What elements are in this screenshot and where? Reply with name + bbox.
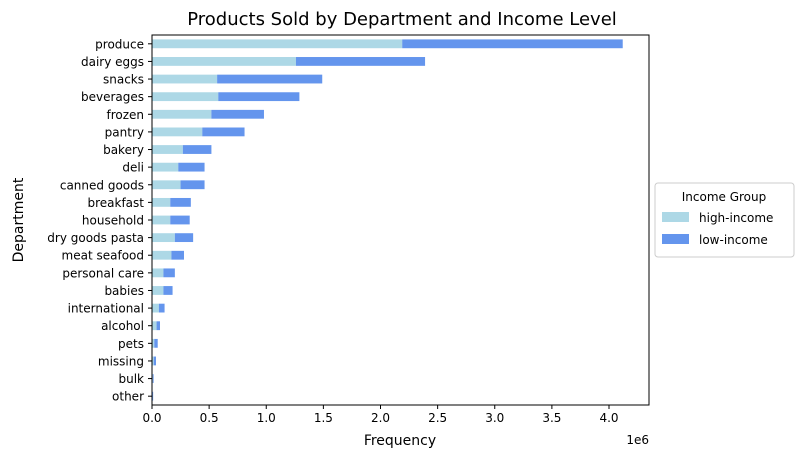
y-tick-label: alcohol [101,319,144,333]
y-tick-label: international [68,302,144,316]
legend-label-high-income: high-income [699,211,773,225]
x-multiplier-label: 1e6 [626,433,649,447]
bar-low-income-other [152,391,154,401]
y-tick-label: canned goods [60,178,144,192]
bar-high-income-alcohol [152,321,157,331]
y-tick-label: pantry [105,125,144,139]
chart-title: Products Sold by Department and Income L… [187,9,617,30]
y-tick-label: personal care [62,266,144,280]
y-tick-label: bulk [118,372,144,386]
x-tick-label: 4.0 [599,411,618,425]
x-tick-label: 1.5 [314,411,333,425]
legend-frame [654,182,795,258]
x-tick-label: 2.5 [428,411,447,425]
bar-high-income-household [152,215,171,225]
legend-label-low-income: low-income [699,233,768,247]
bar-low-income-bulk [152,374,154,383]
bar-low-income-bakery [182,145,212,154]
bar-high-income-deli [152,162,179,172]
legend-title: Income Group [682,190,767,204]
bar-high-income-breakfast [152,197,171,207]
x-tick-label: 0.5 [200,411,219,425]
y-tick-label: deli [122,161,144,175]
x-tick-label: 3.5 [542,411,561,425]
bar-low-income-breakfast [170,197,191,207]
bar-high-income-missing [152,356,154,366]
bar-low-income-personal-care [163,268,175,278]
bar-high-income-produce [152,39,403,49]
bar-high-income-dairy-eggs [152,57,296,66]
bar-high-income-meat-seafood [152,250,172,260]
bar-high-income-dry-goods-pasta [152,233,175,243]
bar-high-income-international [152,303,159,313]
bar-high-income-bakery [152,145,183,154]
bar-high-income-beverages [152,92,219,102]
bar-high-income-canned-goods [152,180,181,190]
y-tick-label: missing [98,354,144,368]
bar-low-income-international [158,303,165,313]
bar-low-income-household [170,215,190,225]
bar-high-income-pantry [152,127,203,137]
bar-high-income-snacks [152,74,218,84]
x-tick-label: 2.0 [371,411,390,425]
y-axis-ticks: produce dairy eggs snacks beverages frozen pa… [47,37,152,404]
bar-high-income-babies [152,286,164,295]
y-tick-label: breakfast [87,196,144,210]
bar-low-income-canned-goods [180,180,205,190]
y-axis-label: Department [11,177,27,262]
y-tick-label: other [112,390,144,404]
bar-high-income-frozen [152,109,212,119]
bar-low-income-beverages [218,92,300,102]
bar-low-income-dairy-eggs [295,57,426,66]
bar-low-income-deli [178,162,205,172]
y-tick-label: dairy eggs [81,55,144,69]
x-axis-ticks: 0.0 0.5 1.0 1.5 2.0 2.5 3.0 3.5 4.0 [142,405,619,425]
bar-low-income-dry-goods-pasta [174,233,194,243]
bars-layer [152,39,623,401]
y-tick-label: babies [104,284,144,298]
legend-swatch-high-income [662,212,689,222]
bar-low-income-snacks [217,74,323,84]
legend: Income Group high-income low-income [654,182,795,258]
bar-low-income-frozen [211,109,264,119]
bar-low-income-babies [163,286,173,295]
y-tick-label: bakery [103,143,144,157]
bar-high-income-pets [152,338,155,348]
x-tick-label: 0.0 [142,411,161,425]
y-tick-label: snacks [103,73,144,87]
y-tick-label: frozen [106,108,144,122]
x-tick-label: 1.0 [257,411,276,425]
bar-low-income-pets [154,338,158,348]
bar-low-income-pantry [202,127,245,137]
bar-low-income-alcohol [156,321,160,331]
y-tick-label: pets [118,337,144,351]
bar-low-income-produce [402,39,623,49]
bar-high-income-personal-care [152,268,164,278]
y-tick-label: dry goods pasta [47,231,144,245]
x-tick-label: 3.0 [485,411,504,425]
y-tick-label: produce [95,37,144,51]
bar-low-income-missing [153,356,156,366]
plot-frame [151,34,650,406]
y-tick-label: household [82,214,144,228]
y-tick-label: beverages [81,90,144,104]
legend-swatch-low-income [662,234,689,244]
y-tick-label: meat seafood [62,249,144,263]
bar-low-income-meat-seafood [171,250,184,260]
x-axis-label: Frequency [364,433,436,449]
